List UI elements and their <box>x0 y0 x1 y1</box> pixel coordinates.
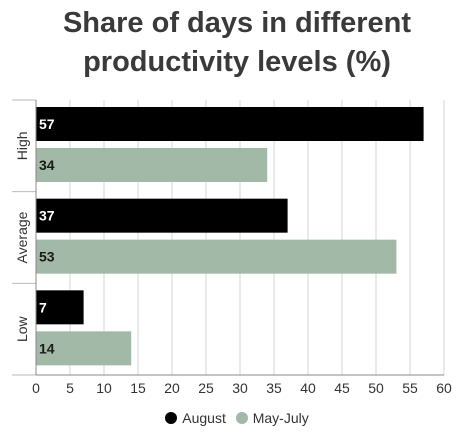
legend-label-august: August <box>182 410 226 426</box>
x-tick-label-55: 55 <box>402 380 418 396</box>
data-label-average-may-july: 53 <box>39 249 55 265</box>
x-tick-label-10: 10 <box>96 380 112 396</box>
x-tick-label-35: 35 <box>266 380 282 396</box>
data-label-high-may-july: 34 <box>39 157 55 173</box>
x-tick-label-30: 30 <box>232 380 248 396</box>
legend: August May-July <box>0 410 474 426</box>
bar-average-august <box>36 198 288 233</box>
x-tick-label-50: 50 <box>368 380 384 396</box>
category-label-average: Average <box>14 211 30 263</box>
category-label-low: Low <box>14 315 30 342</box>
chart-title-line-2: productivity levels (%) <box>83 46 391 78</box>
x-tick-label-25: 25 <box>198 380 214 396</box>
data-label-low-may-july: 14 <box>39 340 55 356</box>
bar-low-august <box>36 290 84 325</box>
data-label-average-august: 37 <box>39 208 55 224</box>
legend-label-may-july: May-July <box>252 410 309 426</box>
legend-item-may-july: May-July <box>235 410 309 426</box>
data-label-high-august: 57 <box>39 116 55 132</box>
x-tick-label-60: 60 <box>436 380 452 396</box>
bar-low-may-july <box>36 331 132 366</box>
category-label-high: High <box>14 131 30 160</box>
data-label-low-august: 7 <box>39 299 47 315</box>
bar-average-may-july <box>36 239 397 274</box>
chart-title: Share of days in different productivity … <box>0 4 474 82</box>
bar-high-august <box>36 107 424 141</box>
x-tick-label-15: 15 <box>130 380 146 396</box>
x-tick-label-45: 45 <box>334 380 350 396</box>
legend-swatch-august <box>165 412 178 424</box>
x-tick-label-20: 20 <box>164 380 180 396</box>
chart-title-line-1: Share of days in different <box>62 7 412 39</box>
legend-item-august: August <box>165 410 226 426</box>
bar-high-may-july <box>36 148 268 182</box>
legend-swatch-may-july <box>235 412 248 424</box>
x-tick-label-40: 40 <box>300 380 316 396</box>
x-tick-label-5: 5 <box>66 380 74 396</box>
x-tick-label-0: 0 <box>32 380 40 396</box>
